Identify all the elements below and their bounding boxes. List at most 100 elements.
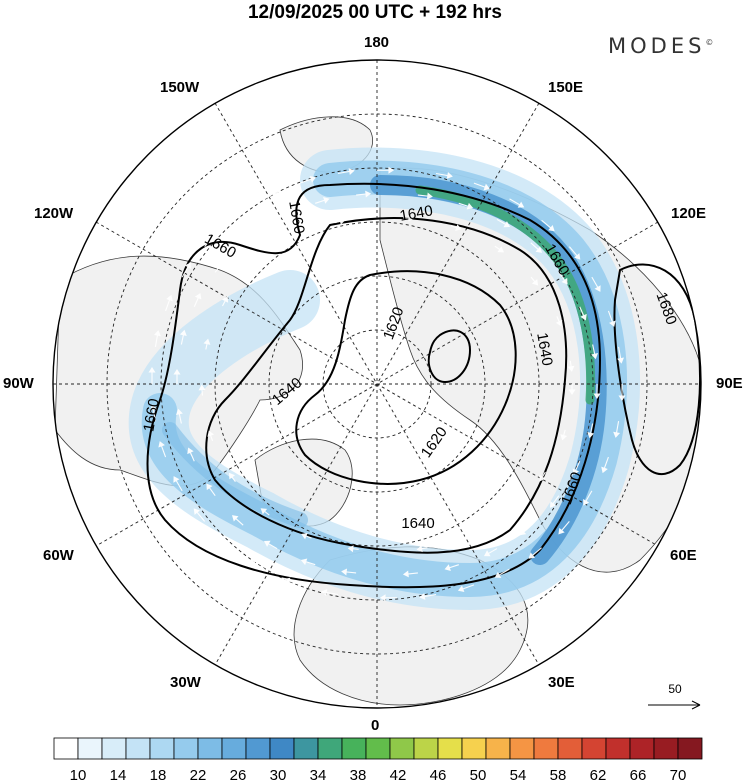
wind-arrowhead [444,564,451,571]
wind-arrowhead [379,594,386,602]
wind-arrowhead [419,593,426,600]
wind-arrowhead [207,430,214,437]
colorbar-tick-label: 66 [630,767,647,782]
brand-name: MODES [608,34,706,58]
map-border [52,59,702,709]
colorbar-tick-label: 38 [350,767,367,782]
wind-arrowhead [219,536,226,544]
lon-label-60e: 60E [670,547,697,564]
reference-vector: 50 [648,682,701,710]
wind-arrowhead [166,294,173,302]
wind-arrowhead [601,466,608,474]
wind-arrowhead [609,320,616,327]
wind-arrowhead [517,201,525,208]
jet-secondary-band [162,422,308,528]
wind-arrowhead [148,366,156,373]
lon-label-150w: 150W [160,79,200,96]
colorbar-tick-label: 46 [430,767,447,782]
wind-arrowhead [272,190,280,197]
wind-arrowhead [194,292,202,300]
wind-arrowhead [483,183,490,191]
wind-arrowhead [228,472,236,480]
wind-arrowhead [535,246,543,253]
lon-label-60w: 60W [43,547,74,564]
wind-arrowhead [173,368,181,375]
wind-arrowhead [402,570,409,578]
map-title: 12/09/2025 00 UTC + 192 hrs [247,2,503,23]
wind-arrowhead [519,528,527,536]
lon-label-30w: 30W [170,674,201,691]
wind-arrowhead [426,192,433,200]
wind-arrowhead [388,166,395,174]
contour-label: 1660 [140,397,163,433]
contour-1680 [613,263,701,476]
wind-arrowhead [365,190,372,198]
height-contours [146,182,701,589]
wind-arrowhead [528,552,536,559]
lon-label-180: 180 [364,34,390,51]
colorbar-swatch [245,737,271,760]
wind-arrowhead [252,260,259,268]
wind-arrowhead [549,501,557,508]
wind-arrowhead [580,313,587,321]
wind-arrowhead [309,175,317,183]
wind-arrowhead [341,568,348,576]
colorbar-swatch [557,737,583,760]
wind-arrowhead [568,389,576,396]
colorbar-swatch [389,737,415,760]
colorbar-swatch [173,737,199,760]
contour-1620-inner [427,329,472,384]
wind-arrowhead [503,221,511,228]
contour-1620 [295,270,517,485]
colorbar-swatch [149,737,175,760]
wind-arrowhead [505,508,513,515]
colorbar-swatch [221,737,247,760]
wind-arrowhead [217,260,225,267]
contour-1640 [205,217,568,554]
wind-arrowhead [153,330,161,337]
wind-arrowhead [179,329,187,336]
colorbar-swatch [437,737,463,760]
lon-label-120w: 120W [34,205,74,222]
contour-label: 1640 [398,202,434,225]
wind-arrowhead [572,468,580,476]
colorbar-swatch [461,737,487,760]
wind-arrowhead [583,499,590,506]
colorbar-swatch [125,737,151,760]
wind-arrowhead [198,384,206,391]
colorbar: 10 14 18 22 26 30 34 38 42 46 50 54 58 62 66 70 [53,737,703,782]
wind-arrowhead [613,431,621,438]
colorbar-tick-label: 34 [310,767,327,782]
colorbar-swatch [293,737,319,760]
wind-arrowhead [339,217,346,225]
colorbar-swatch [653,737,679,760]
wind-arrowhead [408,214,415,222]
wind-vectors [148,166,626,602]
wind-arrowhead [321,589,328,596]
colorbar-tick-label: 54 [510,767,527,782]
wind-arrowhead [416,545,423,553]
wind-arrowhead [494,571,502,578]
colorbar-swatch [101,737,127,760]
colorbar-swatch [677,737,703,760]
wind-arrowhead [203,338,211,345]
wind-arrowhead [238,209,246,216]
wind-arrowhead [617,357,625,364]
contour-label: 1640 [533,331,556,367]
modes-logo: MODES© [608,34,713,58]
colorbar-swatch [365,737,391,760]
wind-arrowhead [173,476,180,483]
wind-arrowhead [548,224,555,232]
wind-arrowhead [555,319,563,327]
wind-arrowhead [347,545,354,553]
wind-arrowhead [184,262,191,269]
wind-arrowhead [149,404,157,411]
colorbar-swatch [629,737,655,760]
colorbar-swatch [509,737,535,760]
wind-arrowhead [283,211,291,218]
colorbar-swatch [605,737,631,760]
colorbar-tick-label: 30 [270,767,287,782]
lon-label-90e: 90E [716,375,743,392]
wind-arrowhead [574,253,581,260]
